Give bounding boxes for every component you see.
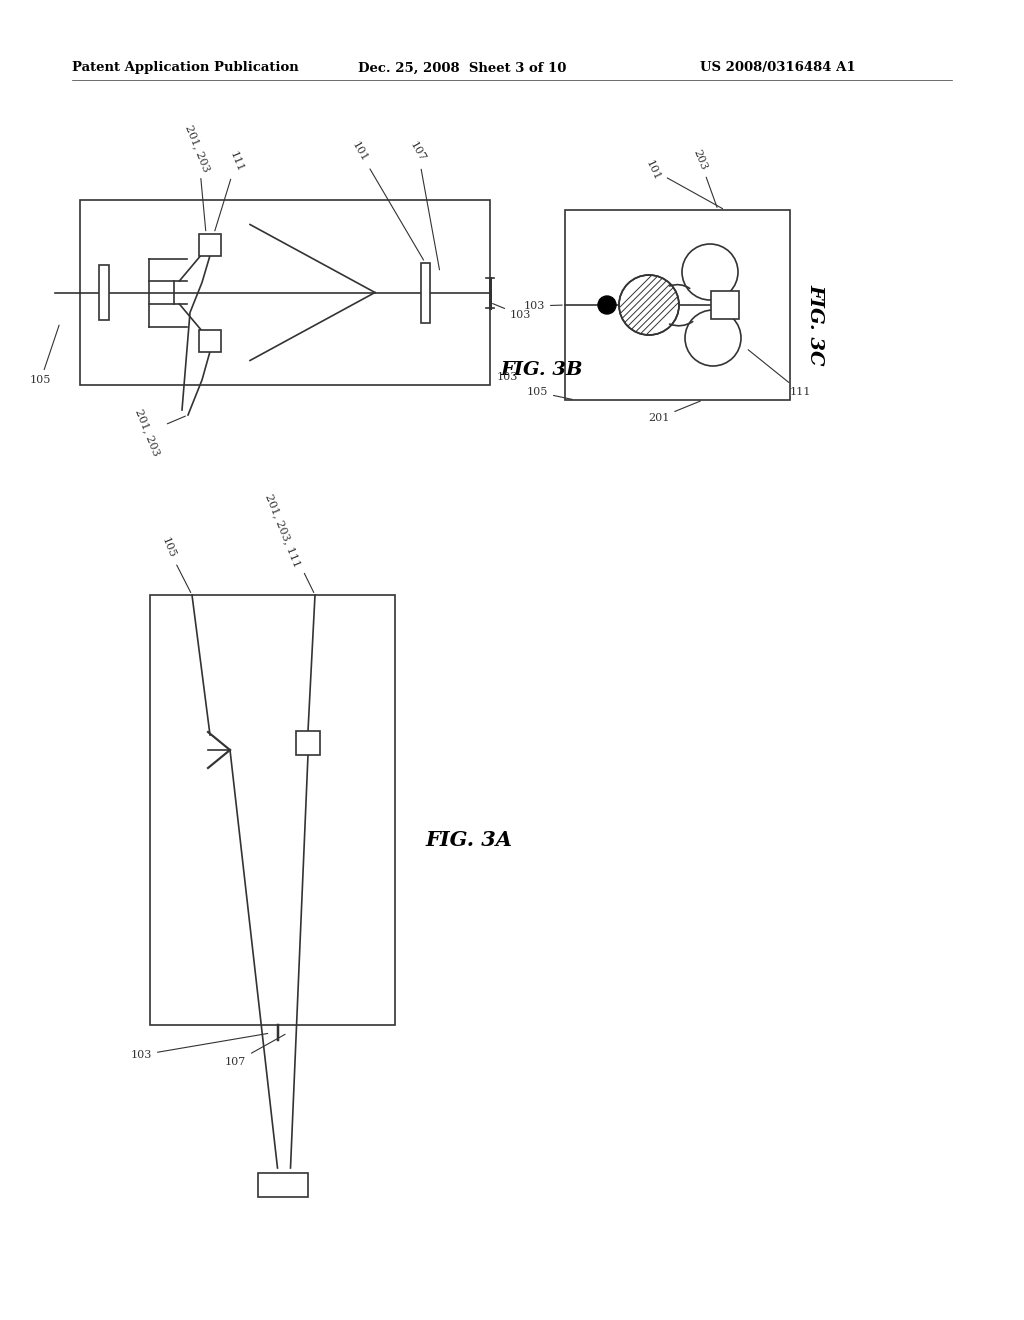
- Text: 103: 103: [497, 372, 518, 381]
- Text: FIG. 3B: FIG. 3B: [500, 360, 583, 379]
- Bar: [296, 731, 319, 755]
- Circle shape: [618, 275, 679, 335]
- Circle shape: [685, 310, 741, 366]
- Text: 111: 111: [215, 150, 245, 231]
- Bar: [199, 234, 221, 256]
- Text: 111: 111: [749, 350, 811, 397]
- Text: 201: 201: [648, 401, 700, 422]
- Text: FIG. 3A: FIG. 3A: [425, 830, 512, 850]
- Text: 105: 105: [526, 387, 572, 400]
- Text: 105: 105: [30, 325, 59, 385]
- Text: 201, 203, 111: 201, 203, 111: [264, 492, 313, 593]
- Bar: [565, 210, 790, 400]
- Text: 107: 107: [409, 140, 439, 269]
- Text: 103: 103: [131, 1034, 267, 1060]
- Text: 101: 101: [644, 158, 723, 209]
- Text: 203: 203: [691, 148, 717, 207]
- Bar: [711, 290, 739, 319]
- Text: 201, 203: 201, 203: [184, 123, 212, 231]
- Text: 201, 203: 201, 203: [134, 407, 185, 457]
- Text: Dec. 25, 2008  Sheet 3 of 10: Dec. 25, 2008 Sheet 3 of 10: [358, 62, 566, 74]
- Text: 103: 103: [523, 301, 562, 312]
- Bar: [99, 265, 109, 319]
- Text: 105: 105: [160, 536, 190, 593]
- Circle shape: [682, 244, 738, 300]
- Circle shape: [598, 296, 616, 314]
- Text: Patent Application Publication: Patent Application Publication: [72, 62, 299, 74]
- Bar: [150, 595, 395, 1026]
- Bar: [199, 330, 221, 351]
- Text: 107: 107: [225, 1035, 285, 1067]
- Bar: [257, 1173, 307, 1197]
- Bar: [80, 201, 490, 385]
- Text: US 2008/0316484 A1: US 2008/0316484 A1: [700, 62, 856, 74]
- Text: 101: 101: [350, 140, 424, 260]
- Text: FIG. 3C: FIG. 3C: [806, 284, 824, 366]
- Text: 103: 103: [493, 304, 531, 319]
- Bar: [421, 263, 429, 322]
